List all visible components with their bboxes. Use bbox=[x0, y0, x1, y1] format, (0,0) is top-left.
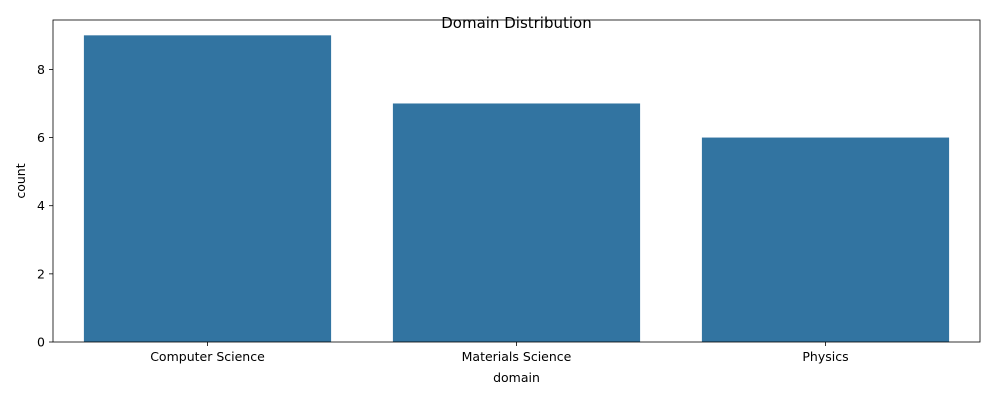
x-tick-label: Computer Science bbox=[150, 349, 265, 364]
x-axis-label: domain bbox=[493, 370, 540, 385]
x-tick-label: Materials Science bbox=[462, 349, 572, 364]
bar bbox=[392, 103, 641, 343]
plot-frame bbox=[52, 19, 981, 343]
chart-title: Domain Distribution bbox=[441, 14, 591, 32]
y-axis-label: count bbox=[13, 163, 28, 198]
bars-group bbox=[83, 35, 950, 343]
y-tick-label: 0 bbox=[37, 335, 45, 350]
y-tick-label: 8 bbox=[37, 62, 45, 77]
y-axis-ticks: 0 2 4 6 8 bbox=[37, 62, 53, 350]
y-tick-label: 2 bbox=[37, 266, 45, 281]
bar bbox=[83, 35, 332, 342]
x-tick-label: Physics bbox=[802, 349, 848, 364]
x-axis-ticks: Computer Science Materials Science Physics bbox=[150, 342, 849, 364]
y-tick-label: 6 bbox=[37, 130, 45, 145]
y-tick-label: 4 bbox=[37, 198, 45, 213]
bar bbox=[701, 137, 950, 342]
